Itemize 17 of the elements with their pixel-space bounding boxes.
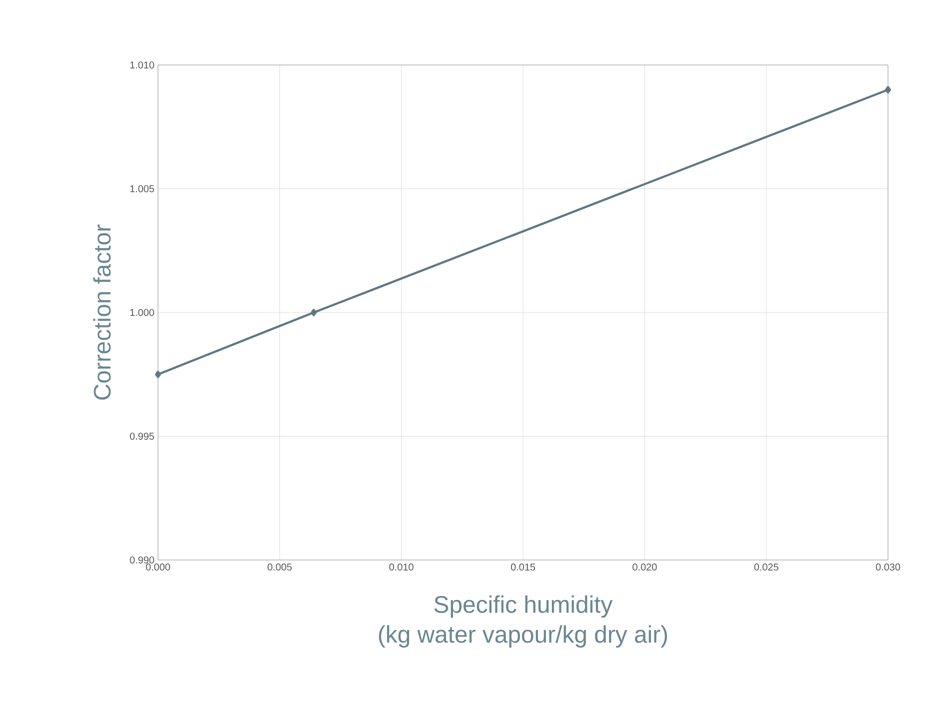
y-tick-label: 0.990 xyxy=(130,556,154,564)
y-tick-label: 1.010 xyxy=(130,61,154,69)
y-tick-label: 0.995 xyxy=(130,432,154,440)
x-tick-label: 0.005 xyxy=(268,564,292,571)
point xyxy=(310,308,317,316)
point xyxy=(154,370,162,378)
y-axis-title: Correction factor xyxy=(93,224,111,400)
x-tick-label: 0.015 xyxy=(510,564,536,571)
x-tick-label: 0.030 xyxy=(876,564,900,571)
y-tick-label: 1.000 xyxy=(130,308,154,316)
y-tick-label: 1.005 xyxy=(130,185,154,192)
x-tick-label: 0.020 xyxy=(632,564,657,571)
x-tick-label: 0.000 xyxy=(146,564,170,571)
point xyxy=(884,86,892,94)
x-axis-title: Specific humidity (kg water vapour/kg dry air) xyxy=(378,595,667,648)
x-tick-label: 0.010 xyxy=(389,564,414,571)
x-tick-label: 0.025 xyxy=(754,564,778,571)
